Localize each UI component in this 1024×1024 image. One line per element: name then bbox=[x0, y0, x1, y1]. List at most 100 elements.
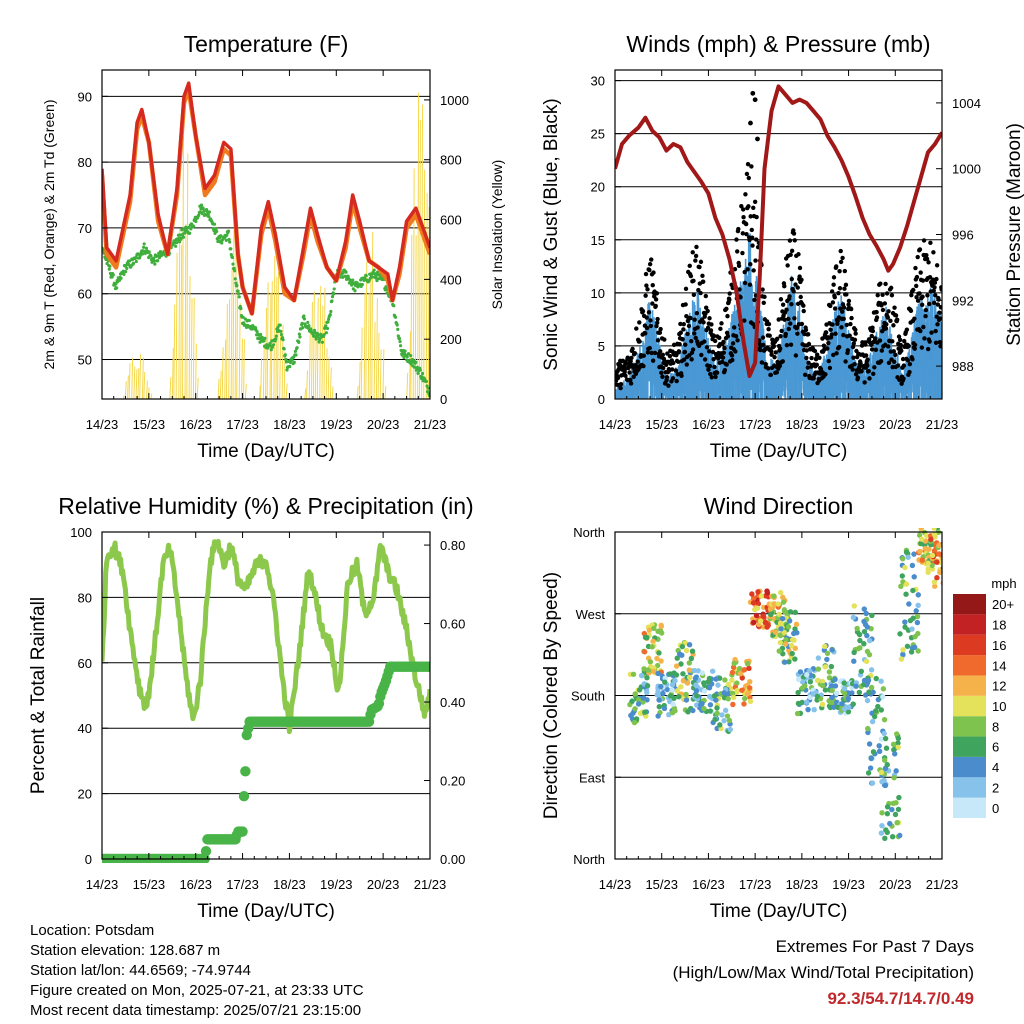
x-tick-label: 21/23 bbox=[926, 417, 959, 432]
gust-point bbox=[622, 369, 627, 375]
gust-point bbox=[882, 301, 888, 306]
x-tick-label: 15/23 bbox=[645, 417, 678, 432]
dewpoint-point bbox=[301, 326, 305, 330]
x-tick-label: 14/23 bbox=[86, 417, 119, 432]
gust-point bbox=[615, 375, 621, 381]
gust-point bbox=[848, 321, 853, 327]
direction-point bbox=[903, 591, 909, 597]
direction-point bbox=[943, 546, 948, 551]
dewpoint-point bbox=[278, 323, 282, 327]
direction-point bbox=[747, 698, 754, 705]
direction-point bbox=[878, 736, 885, 742]
y-tick-label-right: 1000 bbox=[440, 93, 469, 108]
gust-point bbox=[935, 302, 941, 307]
direction-point bbox=[755, 589, 761, 595]
gust-point bbox=[934, 314, 939, 319]
gust-point bbox=[735, 338, 740, 343]
plot-area-wind_direction bbox=[615, 528, 949, 860]
direction-point bbox=[686, 667, 693, 673]
direction-point bbox=[802, 683, 808, 689]
y-tick-label-right: 400 bbox=[440, 272, 462, 287]
gust-point bbox=[927, 339, 932, 344]
gust-point bbox=[669, 367, 675, 372]
gust-point bbox=[692, 317, 697, 322]
direction-point bbox=[915, 592, 921, 598]
y-axis-label: 2m & 9m T (Red, Orange) & 2m Td (Green) bbox=[41, 100, 57, 370]
x-tick-label: 18/23 bbox=[273, 417, 306, 432]
gust-point bbox=[752, 297, 757, 303]
gust-point bbox=[706, 349, 712, 354]
gust-point bbox=[884, 291, 890, 296]
direction-point bbox=[850, 701, 856, 707]
direction-point bbox=[944, 558, 949, 563]
direction-point bbox=[826, 669, 833, 675]
x-tick-label: 18/23 bbox=[786, 417, 819, 432]
colorbar-level-label: 20+ bbox=[992, 597, 1014, 612]
direction-point bbox=[749, 591, 755, 597]
gust-point bbox=[828, 303, 833, 309]
gust-point bbox=[766, 321, 772, 327]
direction-point bbox=[824, 656, 830, 663]
direction-point bbox=[661, 705, 668, 712]
dewpoint-point bbox=[375, 278, 379, 283]
gust-point bbox=[749, 227, 754, 233]
gust-point bbox=[865, 357, 870, 362]
x-tick-label: 20/23 bbox=[367, 877, 400, 892]
dewpoint-point bbox=[142, 242, 146, 246]
gust-point bbox=[707, 363, 713, 369]
direction-point bbox=[893, 768, 899, 774]
gust-point bbox=[730, 357, 735, 363]
solar-mark bbox=[310, 301, 313, 399]
solar-mark bbox=[143, 372, 146, 399]
direction-point bbox=[771, 593, 777, 599]
gust-point bbox=[671, 342, 677, 348]
gust-point bbox=[814, 362, 820, 368]
solar-mark bbox=[273, 256, 276, 399]
gust-point bbox=[929, 330, 934, 335]
gust-point bbox=[841, 305, 847, 310]
solar-mark bbox=[184, 224, 187, 399]
direction-point bbox=[792, 656, 798, 662]
gust-point bbox=[637, 339, 642, 344]
direction-point bbox=[635, 701, 642, 707]
gust-point bbox=[867, 376, 872, 381]
dewpoint-point bbox=[181, 235, 186, 239]
gust-point bbox=[691, 278, 696, 284]
y-tick-label: 0 bbox=[85, 852, 92, 867]
direction-point bbox=[941, 556, 942, 559]
solar-mark bbox=[266, 282, 269, 399]
gust-point bbox=[650, 301, 655, 306]
dewpoint-point bbox=[399, 348, 403, 353]
direction-point bbox=[872, 708, 879, 714]
gust-point bbox=[890, 339, 895, 344]
dewpoint-point bbox=[403, 349, 407, 353]
dewpoint-point bbox=[393, 315, 398, 319]
direction-point bbox=[942, 580, 947, 585]
gust-point bbox=[684, 362, 689, 367]
direction-point bbox=[815, 666, 822, 672]
dewpoint-point bbox=[258, 340, 262, 344]
gust-point bbox=[634, 326, 639, 331]
direction-point bbox=[926, 546, 932, 553]
gust-point bbox=[832, 306, 838, 311]
x-tick-label: 15/23 bbox=[645, 877, 678, 892]
gust-point bbox=[647, 345, 652, 351]
dewpoint-point bbox=[231, 262, 235, 266]
direction-point bbox=[841, 680, 847, 686]
direction-point bbox=[894, 819, 900, 826]
direction-point bbox=[925, 560, 931, 566]
dewpoint-point bbox=[235, 283, 239, 288]
solar-mark bbox=[173, 304, 176, 399]
gust-point bbox=[898, 342, 904, 348]
gust-point bbox=[691, 292, 697, 298]
dewpoint-point bbox=[107, 267, 111, 271]
direction-point bbox=[911, 574, 917, 580]
gust-point bbox=[891, 323, 896, 328]
colorbar-level-label: 6 bbox=[992, 740, 999, 755]
solar-mark bbox=[221, 347, 224, 399]
y-tick-label: 30 bbox=[591, 74, 605, 89]
gust-point bbox=[688, 273, 694, 279]
gust-point bbox=[794, 325, 800, 330]
dewpoint-point bbox=[237, 295, 241, 299]
direction-point bbox=[654, 655, 660, 662]
